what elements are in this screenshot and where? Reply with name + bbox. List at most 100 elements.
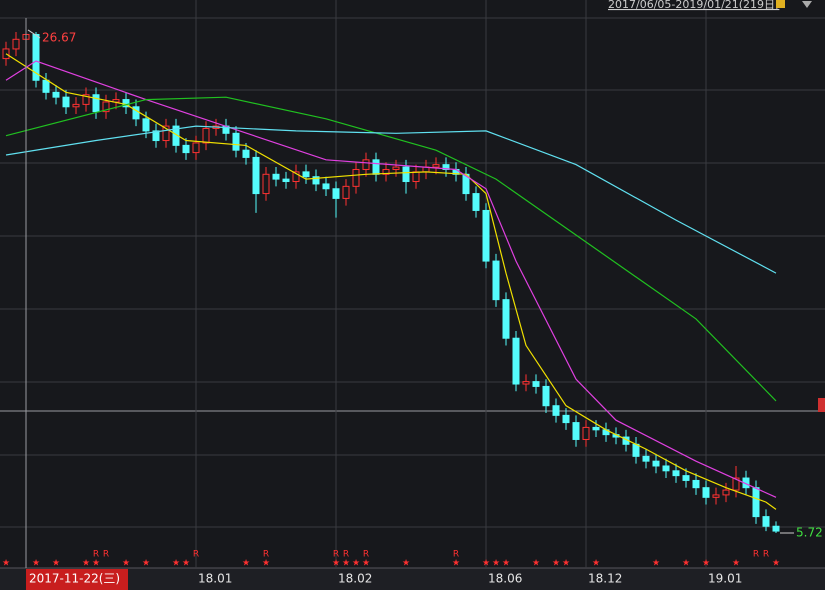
candle-body (642, 455, 650, 462)
candle-body (142, 118, 150, 132)
candle-body (2, 48, 10, 60)
candle-body (102, 101, 110, 113)
event-marker: ★ (122, 559, 130, 569)
candle-body (492, 260, 500, 301)
candle-body (392, 166, 400, 170)
lock-icon[interactable] (776, 0, 785, 8)
candle-body (92, 94, 100, 113)
candle-body (312, 176, 320, 185)
event-marker: ★ (682, 559, 690, 569)
event-marker: ★ (352, 559, 360, 569)
candle-body (472, 193, 480, 211)
x-tick-label: 19.01 (708, 572, 742, 586)
event-marker: ★ (2, 559, 10, 569)
x-axis-band (0, 568, 825, 590)
candle-body (592, 426, 600, 431)
candle-body (242, 149, 250, 158)
cursor-box (26, 569, 128, 590)
candle-body (502, 299, 510, 339)
event-marker: ★ (342, 559, 350, 569)
candle-body (322, 183, 330, 190)
candle-body (202, 127, 210, 144)
candle-body (232, 132, 240, 151)
candle-body (522, 381, 530, 385)
candle-body (332, 188, 340, 199)
event-marker: ★ (182, 559, 190, 569)
event-marker: ★ (702, 559, 710, 569)
candle-body (362, 159, 370, 170)
candle-body (252, 156, 260, 195)
candle-body (662, 465, 670, 472)
event-marker: R (753, 550, 759, 560)
candle-body (512, 337, 520, 385)
candle-body (562, 414, 570, 424)
candle-body (72, 103, 80, 108)
event-marker: ★ (732, 559, 740, 569)
candle-body (292, 171, 300, 183)
x-tick-label: 18.02 (338, 572, 372, 586)
candle-body (572, 422, 580, 440)
event-marker: ★ (362, 559, 370, 569)
event-marker: ★ (332, 559, 340, 569)
max-pointer (27, 29, 41, 39)
ma-line (5, 96, 777, 402)
candle-body (682, 475, 690, 481)
candle-body (762, 516, 770, 527)
event-marker: ★ (492, 559, 500, 569)
event-marker: ★ (172, 559, 180, 569)
candle-body (62, 96, 70, 108)
candle-body (352, 168, 360, 187)
min-label: 5.72 (796, 526, 823, 540)
dropdown[interactable] (802, 1, 812, 8)
candle-body (262, 173, 270, 195)
candle-body (732, 477, 740, 491)
candle-body (402, 166, 410, 183)
event-marker: ★ (552, 559, 560, 569)
candle-body (122, 99, 130, 108)
event-marker: R (103, 550, 109, 560)
event-marker: ★ (502, 559, 510, 569)
event-marker: ★ (142, 559, 150, 569)
event-marker: ★ (262, 559, 270, 569)
candle-body (52, 91, 60, 98)
candle-body (282, 178, 290, 183)
candle-body (702, 487, 710, 498)
candle-body (532, 381, 540, 387)
event-marker: R (363, 550, 369, 560)
candle-body (162, 125, 170, 142)
event-marker: ★ (532, 559, 540, 569)
candle-body (442, 164, 450, 170)
event-marker: ★ (452, 559, 460, 569)
candle-body (42, 79, 50, 93)
candle-body (82, 94, 90, 105)
grid (0, 17, 825, 528)
candle-body (412, 171, 420, 183)
candle-body (672, 470, 680, 477)
event-marker: ★ (242, 559, 250, 569)
event-marker: ★ (482, 559, 490, 569)
cursor-label: 2017-11-22(三) (29, 572, 120, 586)
event-marker: R (453, 550, 459, 560)
candle-body (12, 38, 20, 50)
event-marker: ★ (772, 559, 780, 569)
candle-body (542, 385, 550, 407)
candle-body (652, 460, 660, 467)
event-marker: ★ (92, 559, 100, 569)
ma-line (5, 53, 777, 510)
event-marker: ★ (562, 559, 570, 569)
candle-body (772, 525, 780, 532)
event-marker: R (263, 550, 269, 560)
max-label: 26.67 (42, 30, 76, 44)
ma-line (5, 125, 777, 274)
candle-body (302, 171, 310, 178)
event-marker: ★ (402, 559, 410, 569)
candle-body (152, 130, 160, 142)
range-label[interactable]: 2017/06/05-2019/01/21(219日) (608, 0, 779, 11)
candle-body (32, 33, 40, 81)
candle-body (372, 159, 380, 175)
event-marker: R (763, 550, 769, 560)
event-marker: R (333, 550, 339, 560)
candle-body (342, 185, 350, 199)
